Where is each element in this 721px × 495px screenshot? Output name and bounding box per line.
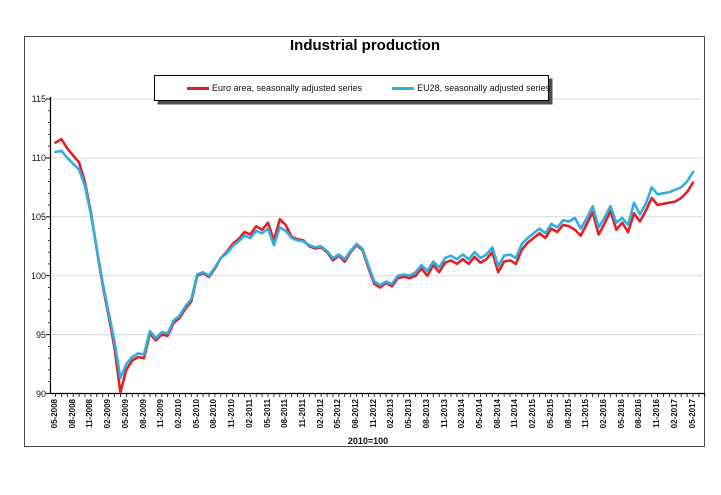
legend-entry-eu28: EU28, seasonally adjusted series (392, 83, 550, 93)
legend-label-eu28: EU28, seasonally adjusted series (417, 83, 551, 93)
x-tick-label: 08-2012 (351, 399, 361, 429)
x-axis-unit-note: 2010=100 (347, 436, 389, 446)
x-tick-label: 08-2008 (67, 399, 77, 429)
y-tick-label: 90 (35, 388, 46, 399)
x-tick-label: 08-2011 (280, 399, 290, 428)
x-tick-label: 11-2010 (227, 399, 237, 428)
x-tick-label: 11-2009 (156, 399, 166, 428)
x-tick-label: 05-2013 (404, 399, 414, 429)
y-tick-label: 105 (30, 211, 46, 222)
x-tick-label: 02-2014 (457, 399, 467, 429)
x-tick-label: 08-2015 (563, 399, 573, 429)
euro-area-line-swatch (187, 86, 209, 90)
x-tick-label: 05-2017 (687, 399, 697, 429)
chart-title: Industrial production (290, 37, 440, 54)
x-tick-label: 05-2016 (616, 399, 626, 429)
legend-entry-euro-area: Euro area, seasonally adjusted series (187, 83, 362, 93)
series-line-euro-area (54, 137, 695, 394)
y-tick-label: 110 (31, 152, 46, 163)
x-tick-label: 05-2014 (475, 399, 484, 429)
x-tick-label: 02-2012 (315, 399, 325, 429)
x-tick-label: 05-2012 (333, 399, 343, 429)
x-tick-label: 11-2013 (439, 399, 449, 428)
x-tick-label: 05-2010 (191, 399, 201, 429)
x-tick-label: 05-2015 (545, 399, 555, 429)
x-tick-label: 08-2016 (634, 399, 644, 429)
x-tick-label: 02-2015 (528, 399, 538, 429)
x-tick-label: 05-2009 (120, 399, 130, 429)
x-tick-label: 02-2013 (386, 399, 396, 429)
x-tick-label: 11-2015 (581, 399, 591, 428)
legend: Euro area, seasonally adjusted series EU… (154, 75, 550, 101)
x-tick-label: 11-2014 (510, 399, 520, 428)
legend-label-euro-area: Euro area, seasonally adjusted series (212, 83, 363, 93)
x-tick-label: 08-2014 (492, 399, 502, 429)
x-tick-label: 02-2017 (669, 399, 679, 429)
x-tick-label: 02-2016 (598, 399, 608, 429)
x-tick-label: 05-2011 (262, 399, 272, 428)
eu28-line-swatch (392, 86, 415, 90)
x-tick-label: 11-2008 (85, 399, 95, 428)
x-tick-label: 02-2010 (173, 399, 183, 429)
x-tick-label: 08-2013 (421, 399, 431, 429)
x-tick-label: 08-2009 (138, 399, 148, 429)
x-tick-label: 11-2016 (652, 399, 662, 428)
y-tick-label: 115 (31, 94, 46, 104)
y-tick-label: 100 (30, 270, 46, 281)
x-tick-label: 02-2009 (103, 399, 113, 429)
x-tick-label: 11-2012 (368, 399, 378, 428)
series-line-eu28 (54, 149, 695, 380)
x-tick-label: 08-2010 (209, 399, 219, 429)
x-tick-label: 11-2011 (297, 399, 307, 428)
chart-frame (24, 36, 705, 447)
y-tick-label: 95 (35, 329, 46, 340)
x-tick-label: 02-2011 (244, 399, 254, 428)
x-tick-label: 05-2008 (50, 399, 59, 429)
